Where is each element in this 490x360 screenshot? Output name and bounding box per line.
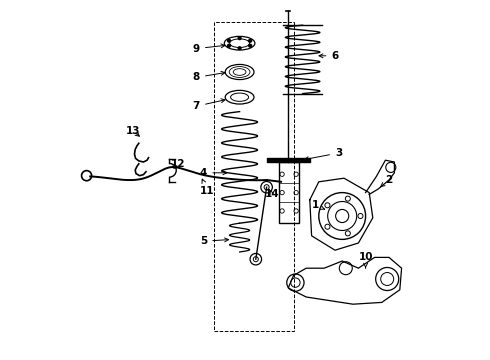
Text: 10: 10 [358, 252, 373, 268]
Bar [279, 162, 299, 223]
Text: 2: 2 [380, 175, 392, 187]
Circle shape [227, 39, 230, 42]
Text: 8: 8 [193, 71, 225, 82]
Text: 6: 6 [319, 51, 339, 61]
Text: 9: 9 [193, 44, 225, 54]
Circle shape [249, 44, 252, 47]
Text: 4: 4 [200, 168, 227, 178]
Text: 5: 5 [200, 236, 228, 246]
Circle shape [227, 44, 230, 47]
Text: 13: 13 [126, 126, 141, 136]
Text: 7: 7 [193, 99, 225, 111]
Text: 3: 3 [305, 148, 342, 161]
Circle shape [238, 37, 241, 40]
Bar [215, 22, 294, 331]
Text: 11: 11 [200, 179, 215, 196]
Text: 12: 12 [171, 159, 186, 169]
Text: 14: 14 [265, 189, 279, 199]
Circle shape [238, 47, 241, 50]
Text: 1: 1 [312, 200, 324, 210]
Circle shape [249, 39, 252, 42]
